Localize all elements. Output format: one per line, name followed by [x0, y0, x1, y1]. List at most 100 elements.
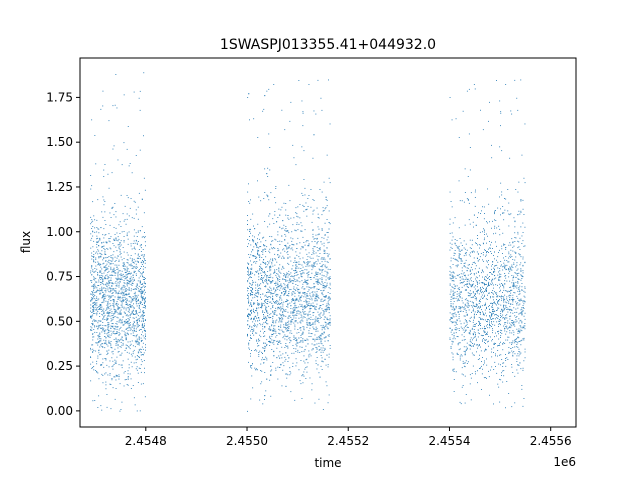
scatter-point — [521, 154, 523, 156]
scatter-point — [284, 245, 286, 246]
scatter-point — [285, 292, 287, 294]
scatter-point — [136, 334, 138, 336]
scatter-point — [515, 253, 517, 254]
scatter-point — [100, 364, 102, 365]
scatter-point — [517, 278, 519, 280]
scatter-point — [254, 294, 256, 296]
scatter-point — [300, 272, 302, 274]
scatter-point — [503, 257, 504, 259]
scatter-point — [99, 237, 101, 239]
scatter-point — [469, 290, 471, 292]
scatter-point — [467, 198, 469, 200]
scatter-point — [496, 296, 498, 298]
scatter-point — [517, 191, 519, 193]
scatter-point — [144, 259, 145, 261]
scatter-point — [113, 270, 115, 272]
scatter-point — [255, 369, 257, 371]
scatter-point — [94, 400, 96, 401]
scatter-point — [263, 359, 265, 360]
scatter-point — [498, 326, 499, 327]
scatter-point — [286, 248, 288, 250]
scatter-point — [247, 271, 249, 273]
scatter-point — [250, 271, 252, 272]
scatter-point — [315, 363, 317, 364]
scatter-point — [94, 298, 96, 300]
scatter-point — [123, 231, 125, 232]
scatter-point — [514, 251, 516, 253]
scatter-point — [479, 333, 480, 335]
scatter-point — [93, 350, 95, 351]
scatter-point — [254, 367, 256, 369]
scatter-point — [470, 297, 472, 298]
scatter-point — [119, 233, 121, 234]
scatter-point — [248, 301, 249, 303]
scatter-point — [270, 313, 272, 315]
scatter-point — [323, 296, 325, 298]
scatter-point — [484, 231, 485, 233]
scatter-point — [283, 224, 285, 226]
scatter-point — [101, 289, 103, 291]
scatter-point — [508, 301, 510, 303]
scatter-point — [321, 280, 323, 282]
scatter-point — [315, 347, 317, 348]
scatter-point — [110, 277, 112, 279]
scatter-point — [453, 301, 455, 302]
scatter-point — [323, 331, 325, 333]
scatter-point — [125, 338, 127, 340]
scatter-point — [318, 217, 320, 219]
scatter-point — [252, 387, 254, 389]
scatter-point — [106, 333, 108, 335]
scatter-point — [270, 267, 272, 269]
scatter-point — [127, 334, 129, 336]
scatter-point — [102, 234, 104, 236]
scatter-point — [294, 307, 296, 309]
scatter-point — [102, 295, 104, 296]
scatter-point — [316, 288, 318, 290]
scatter-point — [305, 306, 307, 308]
scatter-point — [107, 327, 109, 328]
scatter-point — [267, 315, 269, 317]
scatter-point — [475, 340, 477, 342]
scatter-point — [99, 320, 101, 322]
scatter-point — [283, 257, 285, 259]
scatter-point — [247, 274, 249, 275]
scatter-point — [135, 288, 137, 290]
scatter-point — [493, 308, 494, 310]
scatter-point — [250, 218, 252, 220]
scatter-point — [118, 285, 120, 287]
scatter-point — [449, 270, 451, 272]
scatter-point — [282, 305, 284, 307]
scatter-point — [98, 306, 100, 308]
scatter-point — [519, 291, 521, 293]
scatter-point — [310, 355, 312, 357]
scatter-point — [296, 299, 298, 300]
scatter-point — [295, 320, 297, 321]
scatter-point — [102, 343, 104, 345]
scatter-point — [328, 228, 330, 230]
scatter-point — [142, 312, 144, 314]
scatter-point — [121, 291, 123, 293]
scatter-point — [270, 395, 272, 397]
scatter-point — [509, 297, 511, 299]
scatter-point — [130, 305, 132, 307]
scatter-point — [503, 219, 505, 221]
scatter-point — [135, 285, 137, 287]
scatter-point — [274, 314, 276, 315]
scatter-point — [297, 237, 299, 239]
scatter-point — [323, 312, 325, 314]
scatter-point — [255, 284, 257, 286]
scatter-point — [102, 301, 104, 303]
scatter-point — [293, 157, 295, 159]
scatter-point — [127, 370, 129, 372]
scatter-point — [258, 302, 260, 304]
scatter-point — [131, 355, 133, 357]
scatter-point — [273, 322, 275, 324]
scatter-point — [288, 293, 290, 294]
scatter-point — [289, 200, 291, 202]
scatter-point — [301, 270, 303, 271]
scatter-point — [90, 316, 92, 318]
scatter-point — [110, 384, 112, 385]
scatter-point — [492, 318, 493, 320]
scatter-point — [138, 338, 140, 340]
scatter-point — [142, 261, 144, 263]
